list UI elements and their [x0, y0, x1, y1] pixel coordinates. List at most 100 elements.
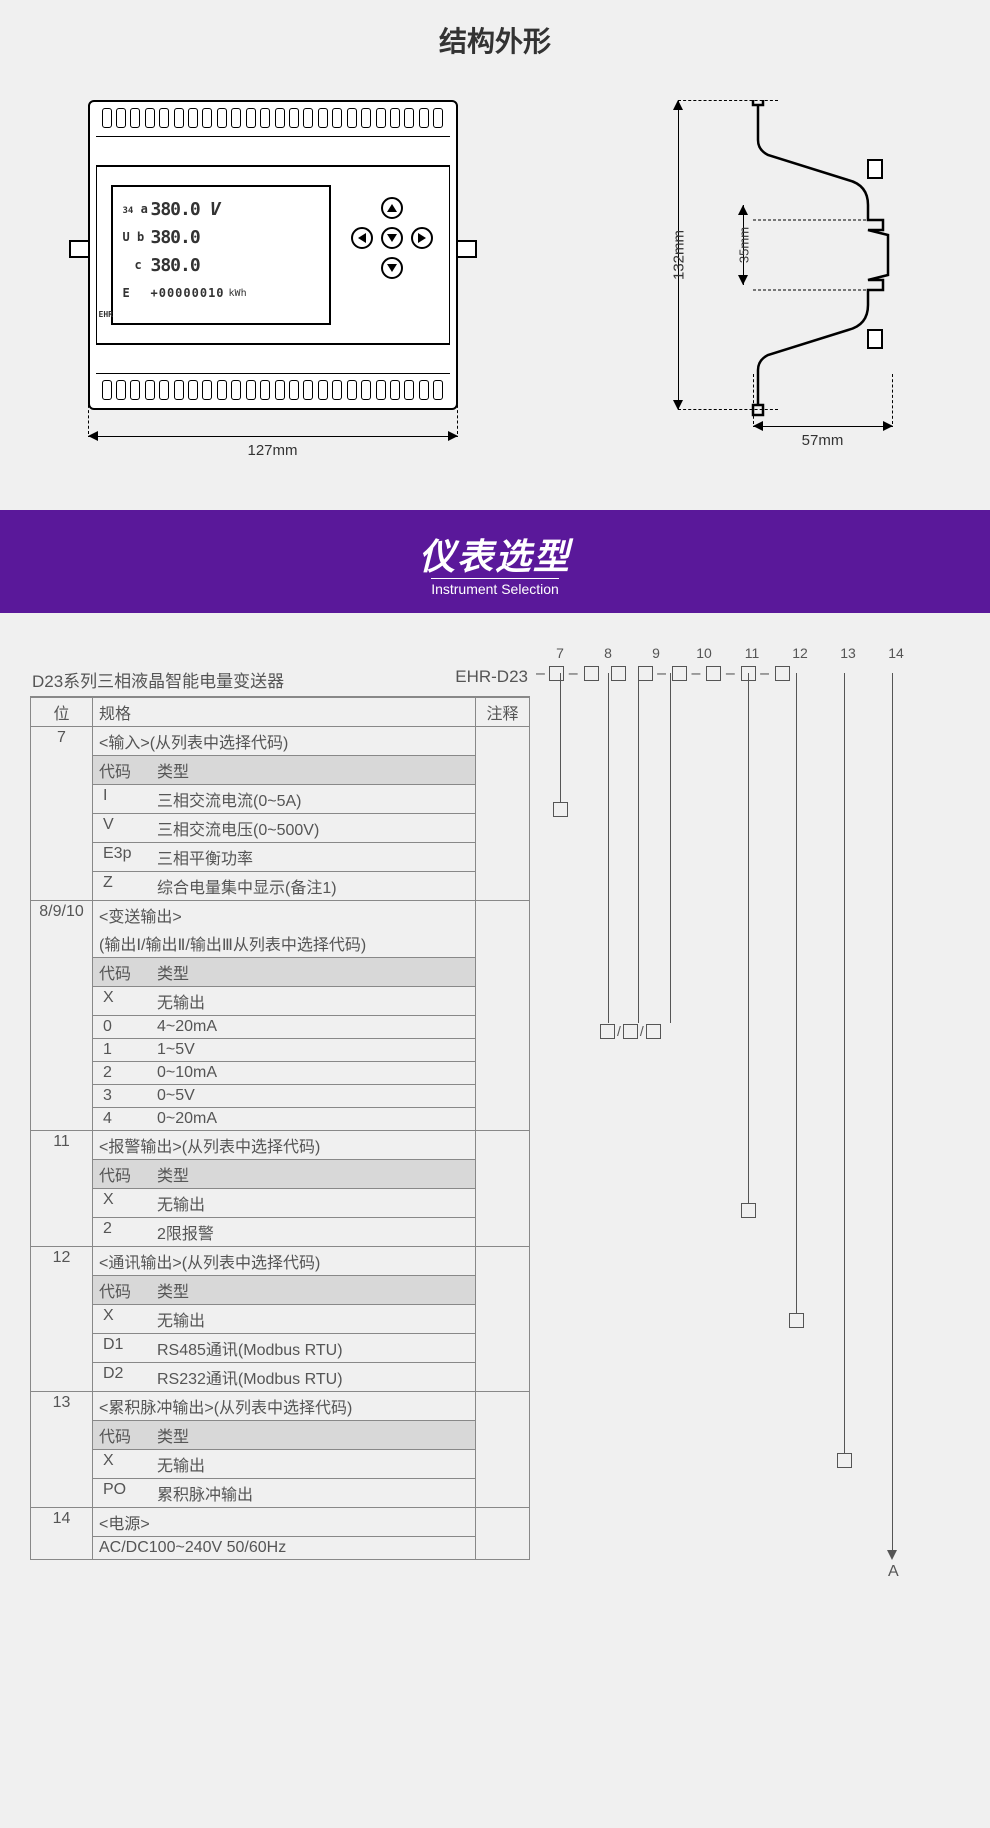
- cell: 综合电量集中显示(备注1): [157, 874, 337, 898]
- product-code: EHR-D23: [440, 663, 530, 696]
- device-body: EHR 34 a 380.0 V U b 380.0: [88, 100, 458, 410]
- selection-wrap: D23系列三相液晶智能电量变送器 EHR-D23 位 规格 注释 7 <输入>(…: [0, 613, 990, 1560]
- left-button[interactable]: [351, 227, 373, 249]
- endbox-13: [837, 1453, 852, 1468]
- col-spec: 规格: [93, 698, 476, 727]
- cell: 2: [99, 1220, 157, 1244]
- banner-title: 仪表选型: [0, 528, 990, 580]
- pos-11: 11: [31, 1131, 93, 1247]
- cell: RS485通讯(Modbus RTU): [157, 1336, 343, 1360]
- up-button[interactable]: [381, 197, 403, 219]
- value-b: 380.0: [151, 227, 200, 248]
- spec-table: 位 规格 注释 7 <输入>(从列表中选择代码) 代码类型 I三相交流电流(0~…: [30, 697, 530, 1560]
- cell: 无输出: [157, 1191, 205, 1215]
- num-11: 11: [728, 645, 776, 663]
- structure-title: 结构外形: [0, 0, 990, 90]
- center-button[interactable]: [381, 227, 403, 249]
- cell: 1~5V: [157, 1041, 195, 1059]
- cell: 累积脉冲输出: [157, 1481, 253, 1505]
- hdr-type: 类型: [157, 1162, 189, 1186]
- cell: 0: [99, 1018, 157, 1036]
- cell: I: [99, 787, 157, 811]
- vline-10: [670, 673, 671, 1023]
- cell: X: [99, 1191, 157, 1215]
- arrow-down-icon: [887, 1550, 897, 1560]
- phase-c: c: [135, 258, 142, 272]
- num-13: 13: [824, 645, 872, 663]
- sec14-row: AC/DC100~240V 50/60Hz: [93, 1536, 475, 1559]
- terminals-bottom: [100, 380, 446, 402]
- vline-13: [844, 673, 845, 1453]
- sec810-subtitle: (输出Ⅰ/输出Ⅱ/输出Ⅲ从列表中选择代码): [93, 929, 475, 957]
- banner-subtitle: Instrument Selection: [431, 578, 559, 597]
- pos-13: 13: [31, 1392, 93, 1508]
- front-width-dim: 127mm: [88, 424, 458, 464]
- hdr-code: 代码: [99, 1278, 157, 1302]
- endbox-7: [553, 802, 568, 817]
- cell: Z: [99, 874, 157, 898]
- hdr-type: 类型: [157, 960, 189, 984]
- selection-banner: 仪表选型 Instrument Selection: [0, 510, 990, 613]
- front-panel: EHR 34 a 380.0 V U b 380.0: [96, 166, 450, 344]
- sec11-title: <报警输出>(从列表中选择代码): [93, 1131, 475, 1159]
- hdr-type: 类型: [157, 758, 189, 782]
- selection-table-wrap: D23系列三相液晶智能电量变送器 EHR-D23 位 规格 注释 7 <输入>(…: [30, 663, 530, 1560]
- lcd-34: 34: [123, 206, 134, 216]
- num-10: 10: [680, 645, 728, 663]
- hdr-type: 类型: [157, 1278, 189, 1302]
- cell: D2: [99, 1365, 157, 1389]
- sec14-title: <电源>: [93, 1508, 475, 1536]
- cell: 三相平衡功率: [157, 845, 253, 869]
- hdr-code: 代码: [99, 1423, 157, 1447]
- lcd-screen: EHR 34 a 380.0 V U b 380.0: [111, 185, 331, 325]
- down-button[interactable]: [381, 257, 403, 279]
- cell: 2限报警: [157, 1220, 214, 1244]
- pos-7: 7: [31, 727, 93, 901]
- cell: D1: [99, 1336, 157, 1360]
- section-11: 11 <报警输出>(从列表中选择代码) 代码类型 X无输出 22限报警: [31, 1131, 530, 1247]
- vline-14: [892, 673, 893, 1553]
- product-line: D23系列三相液晶智能电量变送器 EHR-D23: [30, 663, 530, 697]
- cell: 0~10mA: [157, 1064, 217, 1082]
- section-14: 14 <电源> AC/DC100~240V 50/60Hz: [31, 1508, 530, 1560]
- cell: RS232通讯(Modbus RTU): [157, 1365, 343, 1389]
- cell: 1: [99, 1041, 157, 1059]
- section-12: 12 <通讯输出>(从列表中选择代码) 代码类型 X无输出 D1RS485通讯(…: [31, 1247, 530, 1392]
- sec7-title: <输入>(从列表中选择代码): [93, 727, 475, 755]
- vline-8: [608, 673, 609, 1023]
- right-button[interactable]: [411, 227, 433, 249]
- depth-label: 57mm: [753, 432, 893, 449]
- table-header-row: 位 规格 注释: [31, 698, 530, 727]
- cell: E3p: [99, 845, 157, 869]
- vline-11: [748, 673, 749, 1203]
- cell: 3: [99, 1087, 157, 1105]
- num-9: 9: [632, 645, 680, 663]
- phase-a: a: [141, 202, 148, 216]
- endbox-8-9-10: //: [600, 1023, 661, 1039]
- mount-ear-left: [69, 240, 89, 258]
- num-7: 7: [536, 645, 584, 663]
- hdr-code: 代码: [99, 1162, 157, 1186]
- cell: 2: [99, 1064, 157, 1082]
- width-label: 127mm: [88, 442, 458, 459]
- pos-12: 12: [31, 1247, 93, 1392]
- section-13: 13 <累积脉冲输出>(从列表中选择代码) 代码类型 X无输出 PO累积脉冲输出: [31, 1392, 530, 1508]
- value-c: 380.0: [151, 255, 200, 276]
- code-pattern-row: – – – – – –: [530, 665, 970, 683]
- page: 结构外形 EHR 34 a: [0, 0, 990, 1560]
- section-7: 7 <输入>(从列表中选择代码) 代码类型 I三相交流电流(0~5A) V三相交…: [31, 727, 530, 901]
- selection-tree: 7 8 9 10 11 12 13 14 – – – – – –: [530, 663, 970, 1560]
- cell: X: [99, 1307, 157, 1331]
- diagrams-row: EHR 34 a 380.0 V U b 380.0: [0, 90, 990, 510]
- cell: PO: [99, 1481, 157, 1505]
- phase-b: b: [137, 230, 144, 244]
- u-label: U: [123, 230, 130, 244]
- hdr-code: 代码: [99, 960, 157, 984]
- cell: V: [99, 816, 157, 840]
- cell: 0~20mA: [157, 1110, 217, 1128]
- cell: 三相交流电压(0~500V): [157, 816, 319, 840]
- hdr-code: 代码: [99, 758, 157, 782]
- unit-v: V: [210, 199, 221, 220]
- pos-810: 8/9/10: [31, 901, 93, 1131]
- cell: X: [99, 989, 157, 1013]
